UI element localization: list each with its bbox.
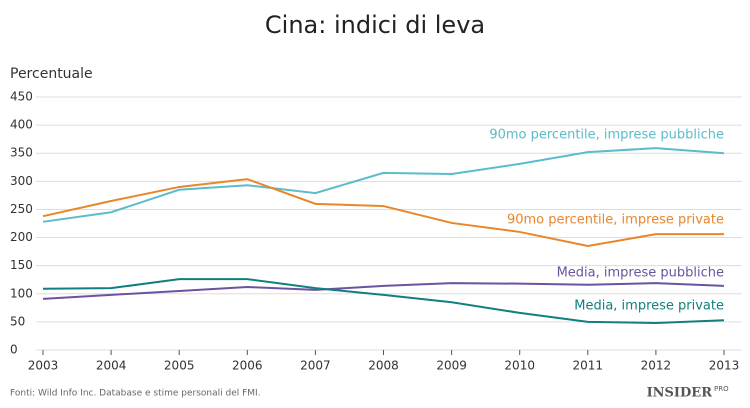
y-tick-label: 200 <box>10 230 33 244</box>
y-tick-label: 50 <box>10 314 25 328</box>
series-line <box>42 282 725 300</box>
source: Fonti: Wild Info Inc. Database e stime p… <box>10 389 261 399</box>
x-tick-label: 2003 <box>28 359 59 373</box>
x-tick-label: 2013 <box>709 359 740 373</box>
y-tick-label: 150 <box>10 258 33 272</box>
x-tick-label: 2005 <box>164 359 195 373</box>
y-tick-label: 300 <box>10 174 33 188</box>
series-label: 90mo percentile, imprese pubbliche <box>489 128 724 143</box>
x-tick-label: 2009 <box>436 359 467 373</box>
series-line <box>42 147 725 223</box>
x-tick-label: 2012 <box>641 359 672 373</box>
x-tick-label: 2007 <box>300 359 331 373</box>
x-tick-label: 2008 <box>368 359 399 373</box>
logo: INSIDER <box>647 386 713 401</box>
y-tick-label: 450 <box>10 90 33 104</box>
x-tick-label: 2006 <box>232 359 263 373</box>
series-line <box>42 278 725 325</box>
x-tick-label: 2010 <box>504 359 535 373</box>
chart-title: Cina: indici di leva <box>265 11 485 39</box>
series-label: Media, imprese private <box>574 299 724 314</box>
x-tick-label: 2004 <box>96 359 127 373</box>
series-line <box>42 178 724 248</box>
y-tick-label: 250 <box>10 202 33 216</box>
y-tick-label: 400 <box>10 118 33 132</box>
y-tick-label: 350 <box>10 146 33 160</box>
y-tick-label: 100 <box>10 286 33 300</box>
y-tick-label: 0 <box>10 343 18 357</box>
series-label: Media, imprese pubbliche <box>557 266 724 281</box>
series-label: 90mo percentile, imprese private <box>507 213 724 228</box>
x-tick-label: 2011 <box>573 359 604 373</box>
logo-sup: PRO <box>714 385 729 393</box>
y-axis-label: Percentuale <box>10 66 93 82</box>
